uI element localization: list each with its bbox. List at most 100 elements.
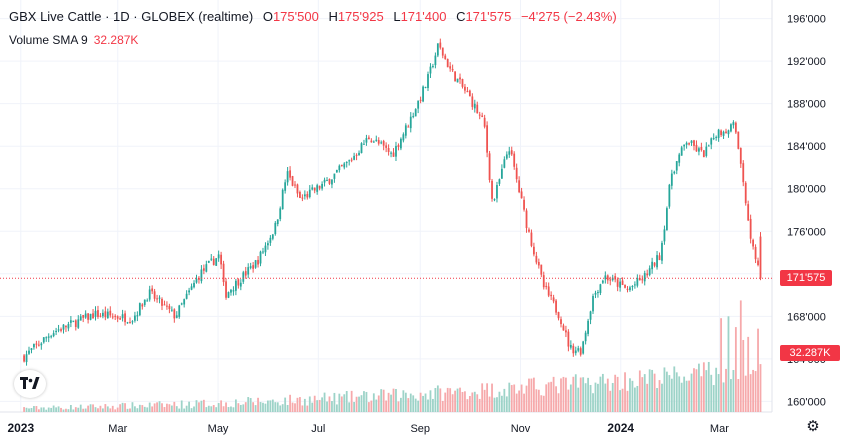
candle-body: [395, 145, 397, 157]
candle-body: [523, 199, 525, 210]
volume-bar: [636, 385, 639, 412]
volume-bar: [25, 407, 28, 412]
candle-body: [202, 268, 205, 271]
volume-bar: [614, 374, 617, 412]
volume-bar: [247, 397, 250, 412]
volume-bar: [739, 300, 742, 412]
volume-bar: [656, 388, 658, 412]
volume-bar: [168, 404, 171, 412]
volume-bar: [742, 339, 745, 412]
volume-bar: [715, 367, 718, 412]
candle-body: [212, 258, 215, 265]
volume-bar: [725, 368, 727, 412]
candle-body: [299, 191, 301, 198]
candle-body: [183, 299, 186, 305]
candle-body: [60, 329, 62, 331]
candle-body: [82, 315, 85, 318]
candle-body: [89, 313, 92, 320]
volume-bar: [611, 383, 614, 412]
candle-body: [340, 164, 343, 167]
volume-bar: [545, 384, 548, 412]
volume-bar: [520, 384, 523, 412]
candle-body: [380, 142, 383, 144]
candle-body: [392, 152, 395, 157]
volume-bar: [72, 409, 75, 412]
candle-body: [69, 320, 72, 323]
volume-bar: [705, 370, 708, 412]
volume-bar: [227, 407, 230, 412]
symbol-legend: GBX Live Cattle · 1D · GLOBEX (realtime)…: [9, 9, 617, 25]
volume-bar: [395, 388, 397, 412]
volume-bar: [365, 391, 368, 412]
volume-bar: [138, 404, 141, 412]
candle-body: [156, 298, 158, 300]
volume-bar: [653, 373, 656, 412]
candle-body: [237, 279, 240, 286]
candle-body: [688, 143, 690, 145]
volume-bar: [161, 403, 163, 412]
candle-body: [752, 239, 755, 247]
volume-bar: [143, 406, 146, 412]
volume-bar: [387, 392, 390, 412]
volume-bar: [65, 408, 67, 412]
volume-bar: [151, 406, 154, 412]
candle-body: [725, 131, 727, 133]
candle-body: [422, 86, 424, 102]
volume-bar: [702, 362, 705, 412]
volume-value-tag: 32.287K: [780, 345, 840, 361]
volume-bar: [363, 391, 365, 412]
volume-bar: [358, 396, 360, 412]
candle-body: [28, 350, 30, 354]
candle-body: [92, 313, 94, 319]
candle-body: [289, 170, 291, 178]
candle-body: [496, 185, 498, 199]
volume-bar: [69, 404, 72, 412]
volume-bar: [683, 376, 686, 412]
volume-bar: [424, 393, 427, 412]
volume-bar: [158, 401, 161, 412]
candle-body: [730, 124, 732, 132]
candle-body: [678, 154, 681, 163]
candle-body: [631, 286, 634, 288]
volume-bar: [326, 401, 328, 412]
candle-body: [343, 163, 346, 168]
volume-bar: [481, 383, 484, 412]
volume-bar: [84, 408, 87, 412]
candle-body: [57, 329, 60, 331]
volume-bar: [267, 400, 269, 412]
close-label: C: [456, 9, 466, 24]
candle-body: [702, 150, 705, 158]
volume-legend[interactable]: Volume SMA 9 32.287K: [9, 33, 138, 47]
volume-bar: [533, 377, 535, 412]
open-label: O: [262, 9, 273, 24]
candle-body: [385, 145, 388, 148]
volume-bar: [483, 389, 486, 412]
volume-bar: [712, 385, 715, 412]
candle-body: [40, 343, 43, 346]
volume-bar: [244, 402, 247, 412]
candle-body: [503, 159, 506, 168]
candle-body: [754, 246, 757, 260]
tradingview-logo-icon[interactable]: [14, 370, 46, 398]
volume-bar: [104, 404, 107, 412]
candle-body: [582, 341, 585, 354]
volume-bar: [560, 378, 562, 412]
candle-body: [670, 173, 673, 186]
candle-body: [715, 136, 718, 138]
candle-body: [363, 143, 365, 145]
candle-body: [193, 282, 195, 288]
candle-body: [454, 71, 456, 82]
volume-bar: [675, 372, 678, 412]
gear-icon[interactable]: ⚙: [806, 418, 820, 435]
candle-body: [744, 182, 747, 204]
candle-body: [23, 355, 25, 362]
candle-body: [757, 260, 759, 266]
candle-body: [166, 305, 168, 307]
symbol-title[interactable]: GBX Live Cattle · 1D · GLOBEX (realtime): [9, 9, 254, 24]
candle-body: [375, 139, 378, 141]
volume-bar: [730, 379, 732, 412]
volume-bar: [355, 396, 358, 412]
candle-body: [111, 316, 114, 318]
